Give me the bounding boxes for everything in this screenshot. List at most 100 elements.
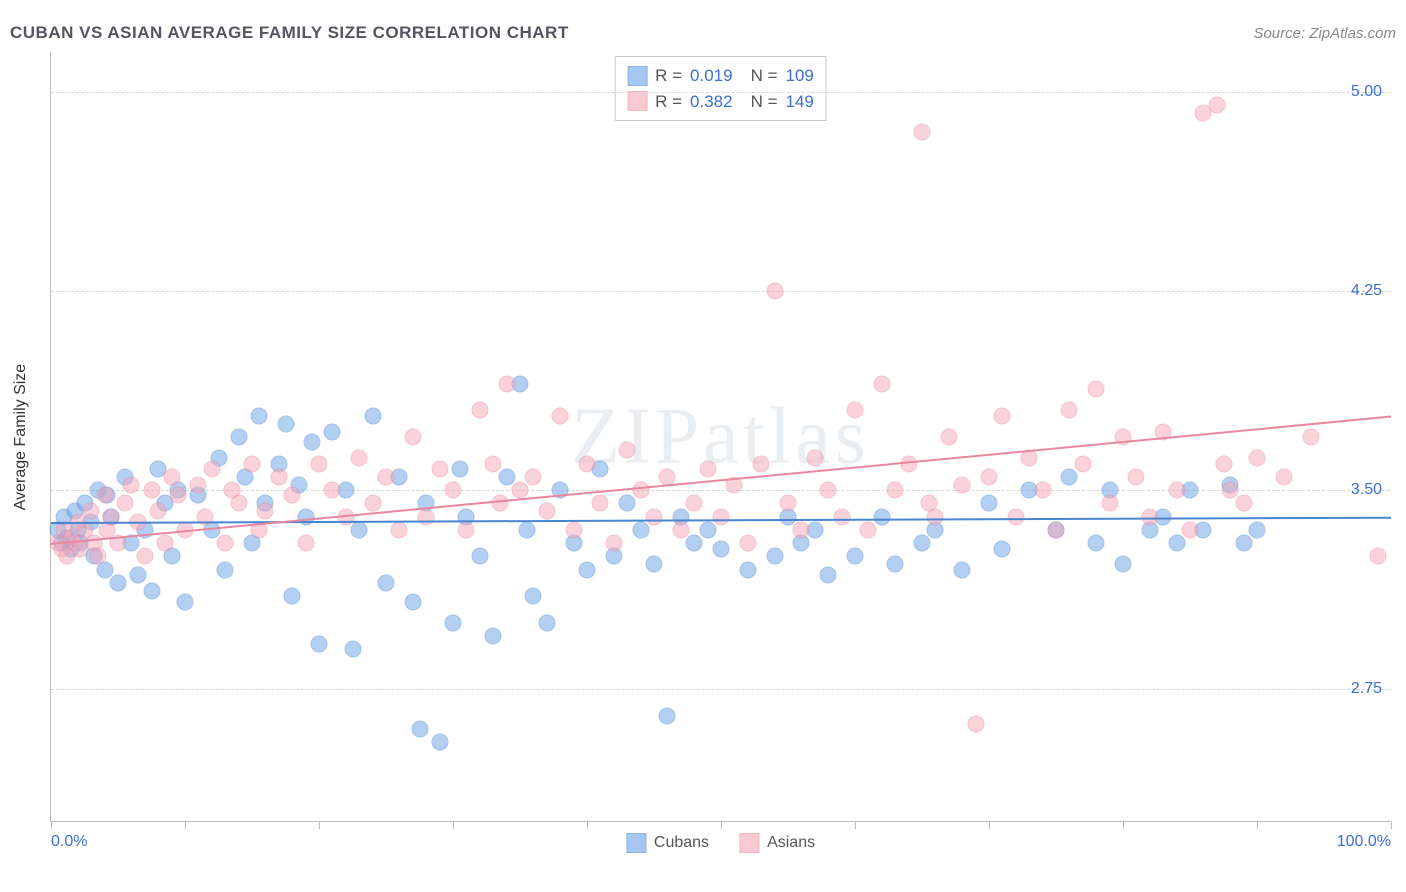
series-legend-label: Asians bbox=[767, 834, 815, 852]
scatter-point bbox=[806, 450, 823, 467]
scatter-point bbox=[83, 503, 100, 520]
scatter-point bbox=[1048, 521, 1065, 538]
scatter-point bbox=[753, 455, 770, 472]
chart-source: Source: ZipAtlas.com bbox=[1253, 25, 1396, 42]
x-tick-label: 100.0% bbox=[1337, 833, 1391, 851]
scatter-point bbox=[994, 407, 1011, 424]
scatter-point bbox=[699, 460, 716, 477]
scatter-point bbox=[579, 561, 596, 578]
scatter-point bbox=[739, 561, 756, 578]
x-tick bbox=[319, 821, 320, 829]
scatter-point bbox=[713, 540, 730, 557]
scatter-point bbox=[230, 429, 247, 446]
scatter-point bbox=[411, 721, 428, 738]
scatter-point bbox=[833, 508, 850, 525]
scatter-point bbox=[451, 460, 468, 477]
scatter-point bbox=[471, 402, 488, 419]
scatter-point bbox=[136, 548, 153, 565]
scatter-point bbox=[887, 556, 904, 573]
scatter-point bbox=[284, 588, 301, 605]
scatter-point bbox=[143, 482, 160, 499]
scatter-point bbox=[914, 535, 931, 552]
scatter-point bbox=[739, 535, 756, 552]
scatter-point bbox=[552, 407, 569, 424]
scatter-point bbox=[1088, 535, 1105, 552]
legend-swatch bbox=[627, 66, 647, 86]
chart-title: CUBAN VS ASIAN AVERAGE FAMILY SIZE CORRE… bbox=[10, 23, 569, 43]
gridline bbox=[51, 92, 1390, 93]
scatter-point bbox=[203, 460, 220, 477]
scatter-point bbox=[311, 455, 328, 472]
scatter-point bbox=[766, 548, 783, 565]
scatter-point bbox=[847, 402, 864, 419]
scatter-point bbox=[378, 468, 395, 485]
scatter-point bbox=[873, 508, 890, 525]
series-legend-item: Asians bbox=[739, 833, 815, 853]
x-tick-label: 0.0% bbox=[51, 833, 87, 851]
x-tick bbox=[721, 821, 722, 829]
scatter-point bbox=[404, 429, 421, 446]
scatter-point bbox=[1182, 521, 1199, 538]
scatter-point bbox=[1235, 535, 1252, 552]
x-tick bbox=[185, 821, 186, 829]
scatter-point bbox=[351, 521, 368, 538]
scatter-point bbox=[1215, 455, 1232, 472]
scatter-point bbox=[304, 434, 321, 451]
scatter-point bbox=[873, 375, 890, 392]
scatter-point bbox=[418, 508, 435, 525]
scatter-point bbox=[967, 715, 984, 732]
scatter-point bbox=[445, 482, 462, 499]
scatter-point bbox=[847, 548, 864, 565]
correlation-stats-legend: R = 0.019N = 109R = 0.382N = 149 bbox=[614, 56, 827, 121]
x-tick bbox=[989, 821, 990, 829]
scatter-point bbox=[217, 561, 234, 578]
scatter-point bbox=[143, 583, 160, 600]
scatter-plot-area: ZIPatlas Average Family Size R = 0.019N … bbox=[50, 52, 1390, 822]
scatter-point bbox=[592, 495, 609, 512]
scatter-point bbox=[927, 508, 944, 525]
scatter-point bbox=[538, 614, 555, 631]
scatter-point bbox=[458, 521, 475, 538]
gridline bbox=[51, 291, 1390, 292]
scatter-point bbox=[351, 450, 368, 467]
scatter-point bbox=[940, 429, 957, 446]
scatter-point bbox=[364, 407, 381, 424]
scatter-point bbox=[1074, 455, 1091, 472]
scatter-point bbox=[538, 503, 555, 520]
scatter-point bbox=[887, 482, 904, 499]
scatter-point bbox=[1208, 97, 1225, 114]
scatter-point bbox=[123, 476, 140, 493]
scatter-point bbox=[324, 423, 341, 440]
scatter-point bbox=[1088, 381, 1105, 398]
legend-row: R = 0.019N = 109 bbox=[627, 63, 814, 89]
y-tick-label: 5.00 bbox=[1351, 83, 1382, 101]
scatter-point bbox=[498, 375, 515, 392]
scatter-point bbox=[364, 495, 381, 512]
legend-swatch bbox=[627, 91, 647, 111]
scatter-point bbox=[1302, 429, 1319, 446]
scatter-point bbox=[1369, 548, 1386, 565]
scatter-point bbox=[217, 535, 234, 552]
scatter-point bbox=[518, 521, 535, 538]
chart-header: CUBAN VS ASIAN AVERAGE FAMILY SIZE CORRE… bbox=[10, 18, 1396, 48]
scatter-point bbox=[344, 641, 361, 658]
scatter-point bbox=[130, 567, 147, 584]
scatter-point bbox=[1235, 495, 1252, 512]
scatter-point bbox=[512, 482, 529, 499]
scatter-point bbox=[820, 567, 837, 584]
x-tick bbox=[855, 821, 856, 829]
scatter-point bbox=[491, 495, 508, 512]
scatter-point bbox=[230, 495, 247, 512]
scatter-point bbox=[485, 628, 502, 645]
scatter-point bbox=[619, 442, 636, 459]
scatter-point bbox=[431, 734, 448, 751]
scatter-point bbox=[1249, 450, 1266, 467]
scatter-point bbox=[297, 535, 314, 552]
x-tick bbox=[1391, 821, 1392, 829]
scatter-point bbox=[324, 482, 341, 499]
scatter-point bbox=[404, 593, 421, 610]
scatter-point bbox=[1115, 556, 1132, 573]
y-tick-label: 3.50 bbox=[1351, 481, 1382, 499]
scatter-point bbox=[156, 535, 173, 552]
scatter-point bbox=[954, 476, 971, 493]
